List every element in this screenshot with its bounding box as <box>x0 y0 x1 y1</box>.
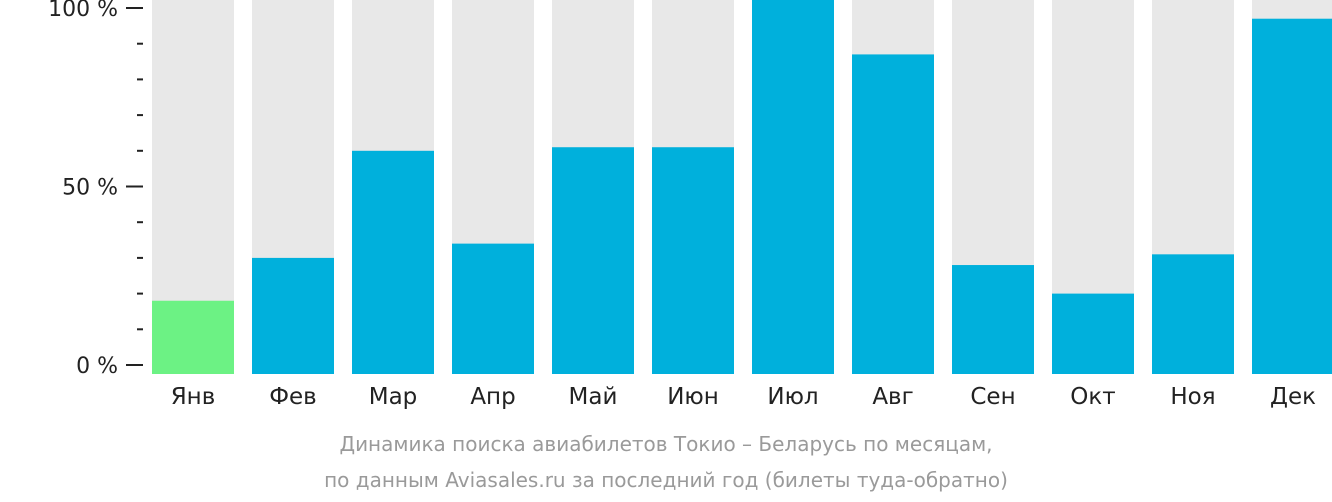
bar-Янв <box>152 300 234 374</box>
x-tick-label: Янв <box>171 384 216 410</box>
bar-Авг <box>852 54 934 374</box>
y-axis: 0 % 50 % 100 % <box>48 0 143 379</box>
x-tick-label: Авг <box>872 384 913 410</box>
bar-Июн <box>652 147 734 374</box>
chart-caption-line-1: Динамика поиска авиабилетов Токио – Бела… <box>339 432 993 456</box>
bar-Фев <box>252 257 334 374</box>
bar-chart: 0 % 50 % 100 % Янв Фев Мар Апр Май Июн Июл Авг Сен… <box>48 0 1332 410</box>
bar-Ноя <box>1152 254 1234 374</box>
x-tick-label: Июн <box>667 384 719 410</box>
bar-Мар <box>352 150 434 374</box>
bar-Июл <box>752 0 834 374</box>
bars-group <box>152 0 1332 375</box>
x-tick-label: Сен <box>970 384 1015 410</box>
x-tick-label: Ноя <box>1170 384 1215 410</box>
y-tick-label: 100 % <box>48 0 118 22</box>
bar-Апр <box>452 243 534 374</box>
bar-Окт <box>1052 293 1134 374</box>
bar-Май <box>552 147 634 374</box>
x-tick-label: Мар <box>369 384 418 410</box>
x-tick-label: Апр <box>470 384 515 410</box>
y-tick-label: 0 % <box>76 354 118 379</box>
chart-caption-line-2: по данным Aviasales.ru за последний год … <box>324 468 1008 492</box>
y-tick-label: 50 % <box>62 176 118 201</box>
x-tick-label: Июл <box>767 384 818 410</box>
x-tick-label: Фев <box>269 384 317 410</box>
x-axis-labels: Янв Фев Мар Апр Май Июн Июл Авг Сен Окт Ноя Дек <box>171 384 1316 410</box>
x-tick-label: Дек <box>1270 384 1316 410</box>
x-tick-label: Май <box>569 384 618 410</box>
bar-Сен <box>952 265 1034 374</box>
x-tick-label: Окт <box>1070 384 1115 410</box>
bar-Дек <box>1252 18 1332 375</box>
